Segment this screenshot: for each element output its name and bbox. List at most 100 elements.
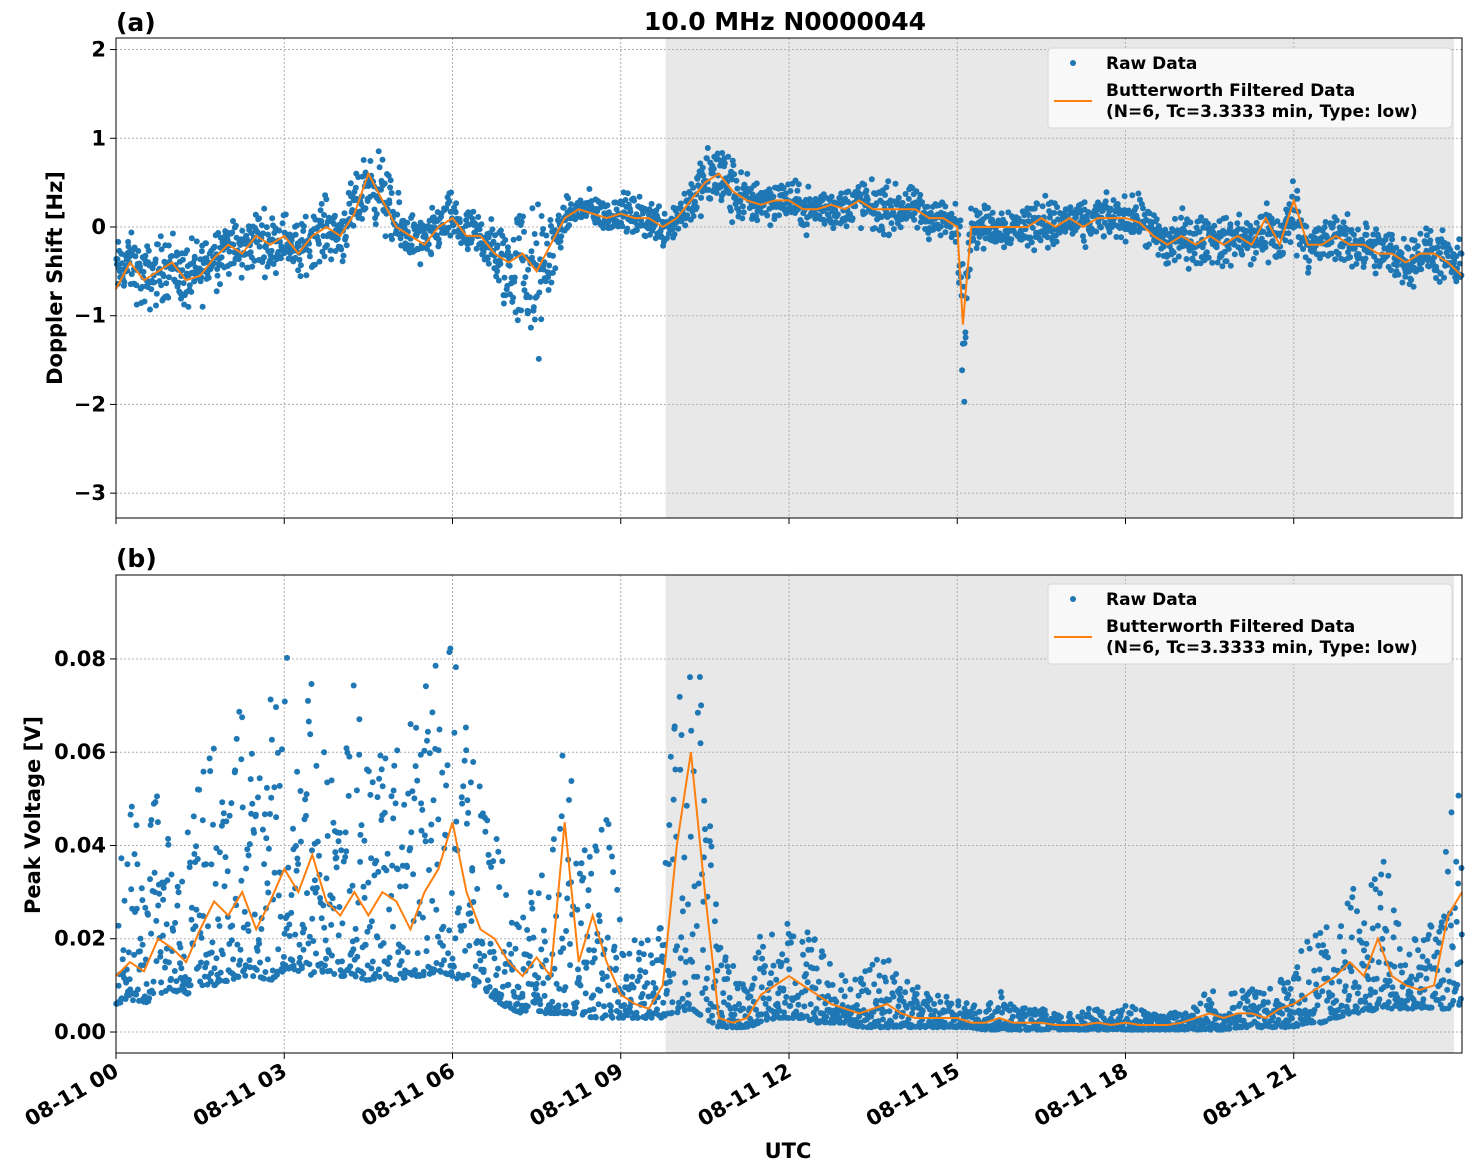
raw-data-point: [385, 960, 391, 967]
raw-data-point: [256, 940, 263, 947]
raw-data-point: [695, 880, 702, 887]
raw-data-point: [1029, 224, 1036, 231]
raw-data-point: [1306, 257, 1313, 264]
raw-data-point: [1343, 226, 1350, 233]
raw-data-point: [1194, 1008, 1201, 1015]
raw-data-point: [519, 993, 526, 1000]
raw-data-point: [352, 184, 359, 191]
raw-data-point: [153, 917, 160, 924]
raw-data-point: [205, 274, 212, 281]
raw-data-point: [776, 212, 782, 219]
raw-data-point: [142, 252, 149, 259]
raw-data-point: [729, 157, 736, 164]
raw-data-point: [803, 232, 810, 239]
raw-data-point: [1388, 267, 1394, 274]
raw-data-point: [309, 847, 315, 854]
raw-data-point: [1371, 263, 1378, 270]
raw-data-point: [609, 853, 615, 860]
raw-data-point: [268, 247, 275, 254]
raw-data-point: [795, 1001, 802, 1008]
raw-data-point: [293, 867, 300, 874]
legend-box: [1047, 47, 1453, 129]
raw-data-point: [959, 261, 966, 267]
raw-data-point: [930, 226, 937, 233]
raw-data-point: [418, 827, 425, 834]
raw-data-point: [372, 970, 379, 977]
raw-data-point: [248, 750, 255, 757]
raw-data-point: [168, 253, 175, 259]
raw-data-point: [1322, 219, 1329, 225]
raw-data-point: [485, 851, 492, 858]
raw-data-point: [757, 1018, 764, 1025]
raw-data-point: [223, 818, 230, 825]
raw-data-point: [638, 940, 645, 947]
raw-data-point: [430, 797, 437, 804]
raw-data-point: [160, 896, 167, 903]
raw-data-point: [264, 956, 271, 963]
raw-data-point: [834, 211, 841, 218]
raw-data-point: [1372, 270, 1379, 277]
raw-data-point: [807, 1001, 814, 1008]
raw-data-point: [1306, 945, 1313, 952]
raw-data-point: [518, 307, 525, 314]
raw-data-point: [391, 762, 398, 769]
raw-data-point: [580, 874, 587, 881]
raw-data-point: [219, 951, 226, 958]
raw-data-point: [1239, 987, 1246, 994]
raw-data-point: [1054, 204, 1061, 211]
raw-data-point: [962, 329, 969, 336]
raw-data-point: [687, 191, 694, 198]
raw-data-point: [213, 845, 220, 852]
raw-data-point: [666, 978, 673, 985]
raw-data-point: [1411, 237, 1418, 244]
raw-data-point: [302, 796, 309, 803]
raw-data-point: [1203, 249, 1210, 256]
raw-data-point: [1231, 251, 1238, 258]
raw-data-point: [431, 967, 438, 974]
raw-data-point: [527, 324, 534, 331]
raw-data-point: [407, 845, 414, 852]
raw-data-point: [186, 976, 192, 983]
raw-data-point: [152, 799, 159, 806]
raw-data-point: [267, 811, 273, 817]
raw-data-point: [162, 964, 168, 971]
raw-data-point: [217, 977, 224, 984]
raw-data-point: [538, 316, 545, 323]
raw-data-point: [157, 949, 164, 956]
raw-data-point: [352, 973, 359, 980]
raw-data-point: [223, 978, 230, 985]
raw-data-point: [738, 169, 745, 176]
raw-data-point: [549, 269, 556, 276]
raw-data-point: [1122, 238, 1129, 245]
raw-data-point: [864, 196, 871, 203]
raw-data-point: [210, 821, 216, 828]
raw-data-point: [327, 967, 333, 974]
raw-data-point: [1282, 237, 1289, 244]
raw-data-point: [528, 248, 535, 255]
raw-data-point: [610, 869, 617, 876]
raw-data-point: [753, 180, 760, 187]
raw-data-point: [335, 838, 342, 845]
raw-data-point: [294, 855, 301, 862]
raw-data-point: [757, 933, 763, 940]
raw-data-point: [280, 967, 287, 974]
raw-data-point: [714, 150, 721, 157]
raw-data-point: [236, 708, 243, 715]
raw-data-point: [190, 813, 197, 820]
raw-data-point: [744, 170, 751, 177]
raw-data-point: [159, 932, 166, 939]
raw-data-point: [275, 892, 282, 899]
raw-data-point: [987, 1000, 994, 1006]
raw-data-point: [565, 195, 572, 202]
raw-data-point: [229, 229, 236, 236]
raw-data-point: [206, 755, 213, 762]
raw-data-point: [575, 966, 581, 973]
raw-data-point: [890, 209, 897, 216]
raw-data-point: [468, 918, 475, 925]
raw-data-point: [368, 855, 375, 862]
raw-data-point: [488, 864, 495, 870]
raw-data-point: [193, 843, 200, 850]
raw-data-point: [666, 822, 673, 828]
raw-data-point: [309, 915, 316, 922]
raw-data-point: [697, 160, 704, 167]
